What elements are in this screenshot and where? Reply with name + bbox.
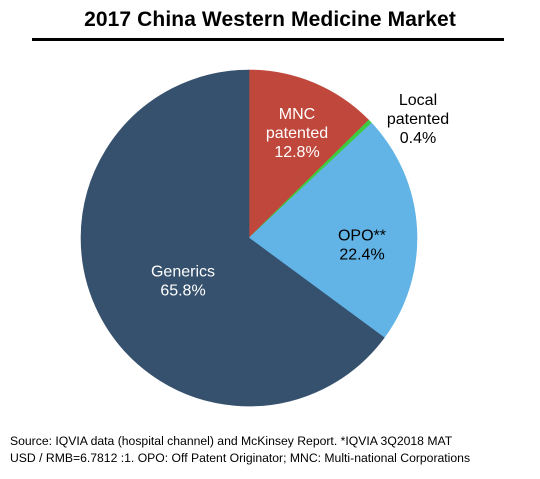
title-underline [32,38,504,41]
pie-slice-opo [248,122,418,339]
pie-chart: MNC patented 12.8% Local patented 0.4% OPO** 22… [80,69,449,407]
pie-slices [80,69,418,407]
pie-slice-mnc-patented [248,69,370,239]
slice-label-generics: Generics 65.8% [151,264,215,300]
pie-labels: MNC patented 12.8% Local patented 0.4% OPO** 22… [151,92,449,300]
footnote-line-2: USD / RMB=6.7812 :1. OPO: Off Patent Ori… [10,451,471,465]
footnote-line-1: Source: IQVIA data (hospital channel) an… [10,434,453,448]
pie-slice-generics [80,69,385,407]
source-footnote: Source: IQVIA data (hospital channel) an… [10,433,535,467]
chart-title: 2017 China Western Medicine Market [84,8,456,31]
slice-label-local-patented: Local patented 0.4% [387,92,449,147]
slice-label-mnc-patented: MNC patented 12.8% [266,106,328,161]
slice-label-opo: OPO** 22.4% [338,228,386,264]
